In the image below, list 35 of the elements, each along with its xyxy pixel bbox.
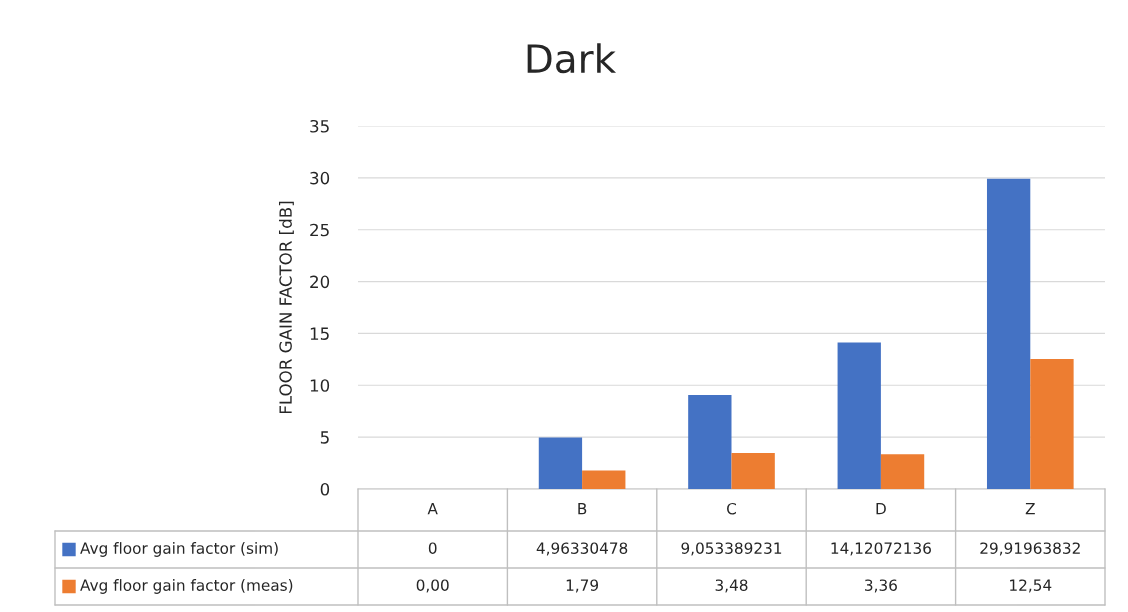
- data-label: 0,00: [416, 579, 449, 593]
- y-tick-label: 35: [310, 119, 329, 133]
- data-label: 3,48: [715, 579, 748, 593]
- y-tick-label: 20: [310, 275, 330, 289]
- data-label: 0: [428, 542, 437, 554]
- x-tick-label: C: [727, 502, 737, 515]
- x-tick-label: B: [578, 503, 587, 515]
- y-tick-label: 5: [320, 431, 329, 444]
- y-tick-label: 0: [320, 482, 330, 496]
- chart-title: Dark: [527, 43, 617, 74]
- bar: [582, 470, 626, 489]
- y-tick-label: 25: [310, 223, 329, 237]
- y-tick-label: 30: [310, 171, 330, 185]
- bar: [538, 437, 583, 489]
- y-tick-label: 15: [310, 327, 329, 340]
- x-tick-label: Z: [1025, 503, 1035, 515]
- x-tick-label: D: [876, 503, 886, 515]
- data-label: 29,91963832: [980, 542, 1080, 556]
- bar: [1030, 358, 1074, 489]
- bar: [688, 395, 732, 489]
- data-label: 4,96330478: [536, 542, 628, 556]
- y-axis-title: FLOOR GAIN FACTOR [dB]: [278, 201, 294, 414]
- data-label: 14,12072136: [831, 542, 931, 556]
- legend-label: Avg floor gain factor (sim): [80, 542, 278, 557]
- x-tick-label: A: [427, 503, 438, 515]
- data-label: 12,54: [1010, 579, 1052, 593]
- bar: [986, 178, 1031, 489]
- bar: [837, 342, 881, 489]
- legend-label: Avg floor gain factor (meas): [80, 579, 293, 594]
- bar: [880, 454, 925, 489]
- bar: [731, 452, 775, 489]
- y-tick-label: 10: [310, 379, 330, 392]
- data-label: 1,79: [566, 579, 599, 593]
- data-label: 9,053389231: [681, 542, 782, 556]
- data-label: 3,36: [865, 579, 897, 593]
